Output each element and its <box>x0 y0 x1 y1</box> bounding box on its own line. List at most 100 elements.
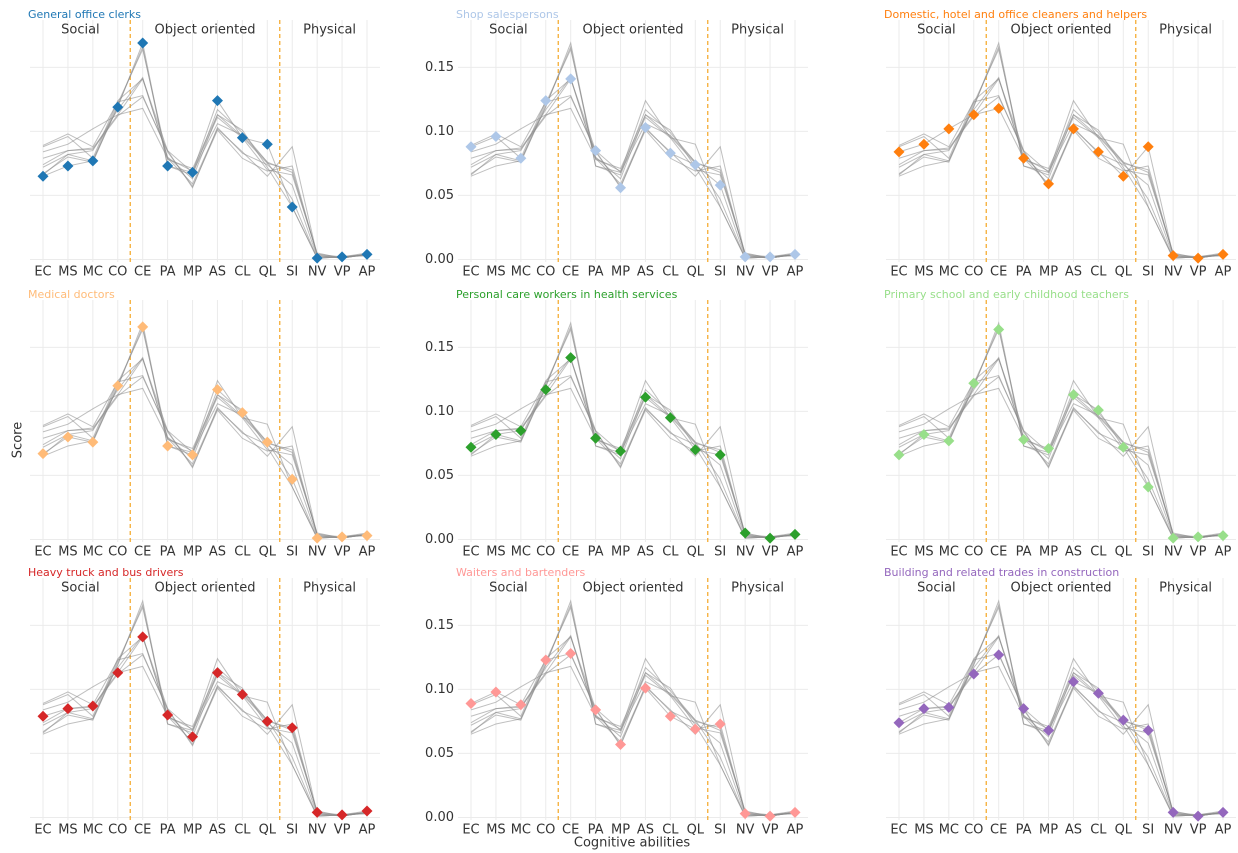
x-tick-label: CE <box>134 823 151 838</box>
x-tick-label: SI <box>1142 545 1154 560</box>
diamond-marker <box>565 73 577 85</box>
group-label: Physical <box>731 23 784 38</box>
diamond-marker <box>336 809 348 821</box>
x-tick-label: MC <box>939 265 959 280</box>
background-line <box>42 374 368 539</box>
diamond-marker <box>968 109 980 121</box>
diamond-marker <box>1142 724 1154 736</box>
diamond-marker <box>162 440 174 452</box>
group-label: Physical <box>303 23 356 38</box>
background-line <box>470 76 796 259</box>
background-line <box>42 77 368 258</box>
x-tick-label: CO <box>536 823 555 838</box>
diamond-marker <box>893 146 905 158</box>
x-tick-label: MP <box>1039 265 1058 280</box>
background-line <box>42 358 368 538</box>
x-tick-label: CL <box>662 265 679 280</box>
x-tick-label: MC <box>511 545 531 560</box>
group-label: Social <box>489 23 528 38</box>
diamond-marker <box>993 649 1005 661</box>
background-line <box>470 636 796 816</box>
background-line <box>470 387 796 539</box>
panel: EC MS MC CO CE PA MP AS CL QL SI NV VP AP Social Object… <box>28 566 380 838</box>
diamond-marker <box>639 391 651 403</box>
diamond-marker <box>1117 714 1129 726</box>
diamond-marker <box>1192 252 1204 264</box>
x-tick-label: EC <box>890 545 907 560</box>
diamond-marker <box>311 532 323 544</box>
diamond-marker <box>286 722 298 734</box>
x-tick-label: CO <box>964 265 983 280</box>
diamond-marker <box>1043 178 1055 190</box>
diamond-marker <box>639 682 651 694</box>
x-tick-label: QL <box>687 265 705 280</box>
x-tick-label: VP <box>762 545 779 560</box>
x-axis-label: Cognitive abilities <box>574 836 690 851</box>
x-tick-label: NV <box>736 265 755 280</box>
background-line <box>42 327 368 539</box>
x-tick-label: EC <box>34 823 51 838</box>
diamond-marker <box>286 201 298 213</box>
x-tick-label: CE <box>134 265 151 280</box>
diamond-marker <box>918 703 930 715</box>
x-tick-label: AS <box>209 823 226 838</box>
x-tick-label: MC <box>511 823 531 838</box>
panel-title: Medical doctors <box>28 288 115 301</box>
background-line <box>42 654 368 817</box>
diamond-marker <box>187 731 199 743</box>
panel-title: Shop salespersons <box>456 8 559 21</box>
background-line <box>42 634 368 817</box>
background-line <box>42 96 368 259</box>
x-tick-label: MS <box>486 265 505 280</box>
diamond-marker <box>261 715 273 727</box>
background-line <box>42 652 368 817</box>
x-tick-label: AS <box>637 265 654 280</box>
diamond-marker <box>893 449 905 461</box>
background-line <box>470 374 796 539</box>
x-tick-label: CO <box>108 823 127 838</box>
x-tick-label: MC <box>939 545 959 560</box>
x-tick-label: CE <box>134 545 151 560</box>
diamond-marker <box>714 449 726 461</box>
group-label: Social <box>489 581 528 596</box>
diamond-marker <box>1167 250 1179 262</box>
x-tick-label: SI <box>286 823 298 838</box>
diamond-marker <box>490 428 502 440</box>
background-line <box>42 357 368 538</box>
diamond-marker <box>87 700 99 712</box>
x-tick-label: AS <box>1065 545 1082 560</box>
x-tick-label: PA <box>160 823 176 838</box>
x-tick-label: NV <box>1164 545 1183 560</box>
x-tick-label: SI <box>1142 265 1154 280</box>
x-tick-label: NV <box>308 265 327 280</box>
diamond-marker <box>236 132 248 144</box>
diamond-marker <box>187 449 199 461</box>
diamond-marker <box>336 531 348 543</box>
x-tick-label: PA <box>1016 545 1032 560</box>
x-tick-label: EC <box>462 265 479 280</box>
x-tick-label: MS <box>914 545 933 560</box>
background-line <box>898 45 1224 259</box>
x-tick-label: CL <box>1090 265 1107 280</box>
diamond-marker <box>1192 810 1204 822</box>
x-tick-label: AS <box>209 545 226 560</box>
diamond-marker <box>1217 248 1229 260</box>
x-tick-label: MP <box>183 265 202 280</box>
diamond-marker <box>1043 443 1055 455</box>
panel-title: Heavy truck and bus drivers <box>28 566 184 579</box>
x-tick-label: QL <box>1115 823 1133 838</box>
diamond-marker <box>137 37 149 49</box>
diamond-marker <box>1067 389 1079 401</box>
x-tick-label: AS <box>637 823 654 838</box>
diamond-marker <box>1092 404 1104 416</box>
x-tick-label: NV <box>736 823 755 838</box>
x-tick-label: MP <box>1039 545 1058 560</box>
diamond-marker <box>1018 152 1030 164</box>
background-line <box>470 107 796 259</box>
y-tick-label: 0.10 <box>425 682 454 697</box>
x-tick-label: EC <box>890 823 907 838</box>
background-line <box>42 107 368 259</box>
diamond-marker <box>62 703 74 715</box>
x-tick-label: NV <box>308 823 327 838</box>
panel-title: Personal care workers in health services <box>456 288 678 301</box>
